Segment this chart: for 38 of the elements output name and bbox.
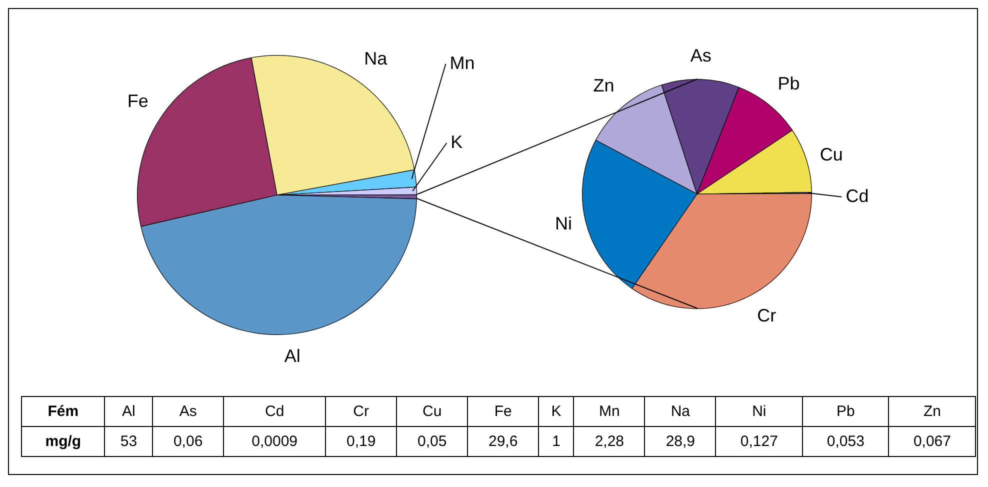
data-label: 0,19 (326, 426, 397, 456)
data-label: 1 (538, 426, 574, 456)
slice-label: Zn (593, 75, 614, 96)
text: Fém (22, 396, 105, 426)
category-label: Pb (802, 396, 889, 426)
data-label: 53 (104, 426, 153, 456)
slice-label: Cu (820, 144, 843, 165)
category-label: K (538, 396, 574, 426)
slice-label: As (690, 45, 712, 66)
data-label: 2,28 (574, 426, 645, 456)
slice-label: Pb (778, 74, 800, 94)
slice-label: Cd (846, 186, 869, 206)
slice-label: Cr (757, 306, 776, 326)
slice-label: Mn (450, 52, 475, 73)
data-label: 0,05 (396, 426, 468, 456)
slice-label: K (450, 132, 463, 152)
slice-label: Ni (554, 214, 572, 234)
data-label: 0,0009 (224, 426, 326, 456)
text: mg/g (22, 426, 105, 456)
data-label: 0,127 (716, 426, 802, 456)
data-label: 0,06 (152, 426, 224, 456)
data-label: 29,6 (468, 426, 539, 456)
slice-label: Na (364, 48, 388, 68)
category-label: Cr (326, 396, 397, 426)
category-label: Cd (224, 396, 326, 426)
category-label: Mn (574, 396, 645, 426)
category-label: Al (104, 396, 153, 426)
category-label: Zn (888, 396, 976, 426)
data-label: 0,053 (802, 426, 889, 456)
category-label: Cu (396, 396, 468, 426)
category-label: Na (644, 396, 716, 426)
category-label: Fe (468, 396, 539, 426)
category-label: Ni (716, 396, 802, 426)
slice-label: Fe (127, 90, 148, 111)
slice-label: Al (284, 346, 300, 366)
data-label: 0,067 (888, 426, 976, 456)
data-label: 28,9 (644, 426, 716, 456)
category-label: As (152, 396, 224, 426)
